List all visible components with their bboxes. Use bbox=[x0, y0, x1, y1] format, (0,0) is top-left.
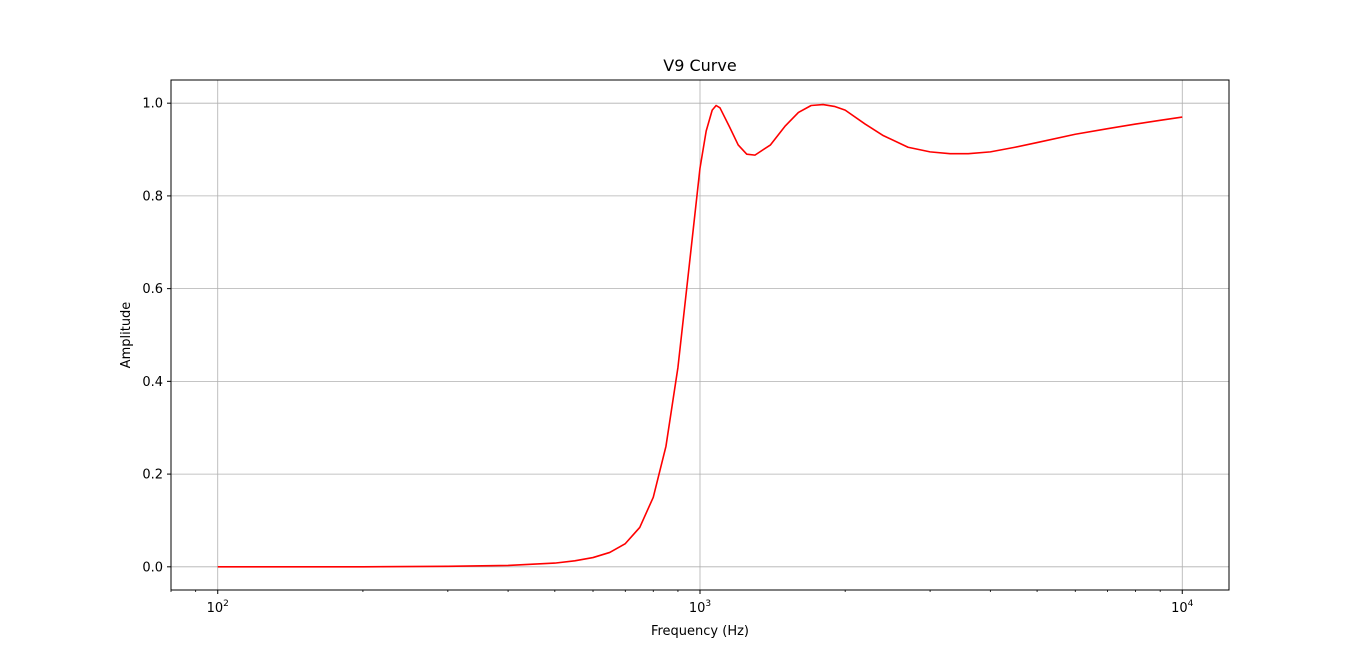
chart-title: V9 Curve bbox=[663, 56, 736, 75]
y-tick-label: 0.2 bbox=[142, 468, 163, 483]
grid bbox=[171, 80, 1229, 590]
y-tick-label: 0.8 bbox=[142, 189, 163, 204]
y-tick-label: 1.0 bbox=[142, 97, 163, 112]
y-axis: 0.0 0.2 0.4 0.6 0.8 1.0 bbox=[142, 97, 171, 575]
x-axis: 102 103 104 bbox=[170, 590, 1194, 616]
x-tick-label: 102 bbox=[207, 599, 229, 616]
x-tick-label: 103 bbox=[689, 599, 711, 616]
y-axis-label: Amplitude bbox=[119, 302, 134, 369]
x-axis-label: Frequency (Hz) bbox=[651, 624, 749, 639]
y-tick-label: 0.0 bbox=[142, 560, 163, 575]
series-layer bbox=[217, 103, 1183, 568]
y-tick-label: 0.4 bbox=[142, 375, 163, 390]
x-tick-label: 104 bbox=[1171, 599, 1194, 616]
y-tick-label: 0.6 bbox=[142, 282, 163, 297]
series-line bbox=[217, 103, 1183, 568]
